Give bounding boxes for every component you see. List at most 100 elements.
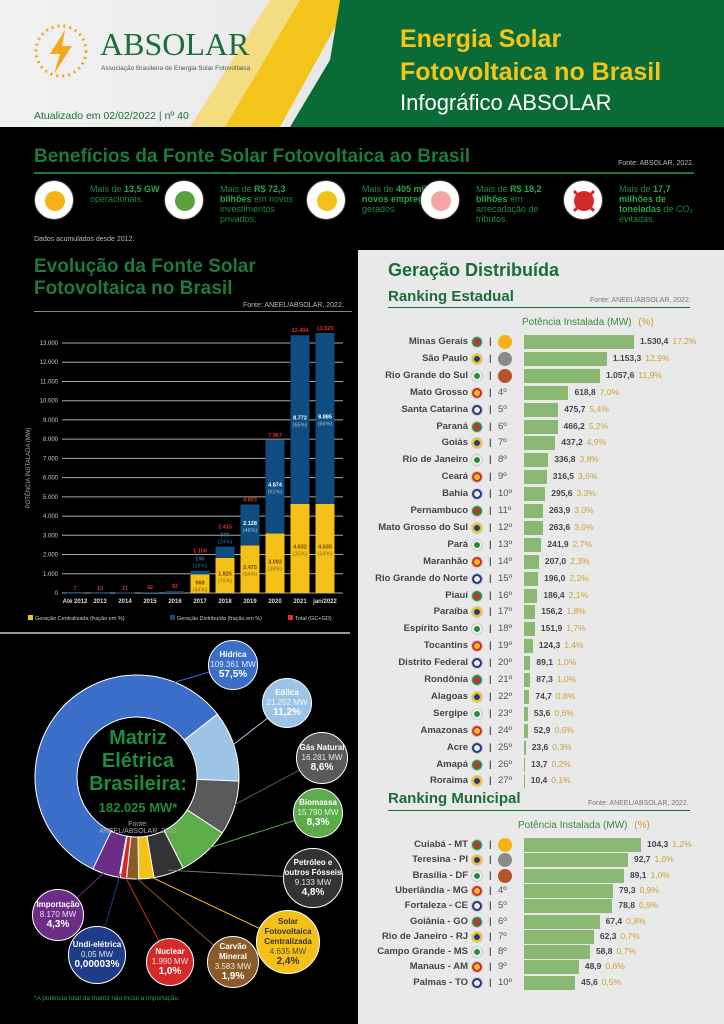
pct-label: 2,7%: [572, 538, 593, 549]
municipal-rank: 7º: [498, 930, 507, 942]
state-flag-icon: [471, 336, 483, 348]
bar-centralized: [190, 574, 210, 593]
state-rank: 10º: [498, 488, 513, 500]
benefit-text-post: em arrecadação de tributos.: [476, 194, 539, 224]
state-flag-icon: [471, 758, 483, 771]
benefit-text-highlight: 17,7 milhões de toneladas: [619, 184, 671, 214]
value-label: 1.153,3: [612, 352, 642, 363]
value-label: 618,8: [574, 386, 596, 397]
state-ranking-title: Ranking Estadual: [388, 288, 514, 305]
state-bar: [524, 639, 533, 654]
pct-label: 0,8%: [555, 690, 576, 701]
state-ranking-source: Fonte: ANEEL/ABSOLAR, 2022.: [590, 297, 691, 304]
separator: |: [489, 976, 492, 988]
centralized-value-label: 4.635: [318, 544, 332, 550]
state-bar: [524, 537, 542, 552]
legend-label: Total (GC+GD): [295, 616, 332, 622]
state-name: Rio Grande do Sul: [385, 369, 468, 381]
centralized-value-label: 968: [195, 580, 204, 586]
state-bar: [524, 368, 601, 383]
y-tick-label: 11.000: [40, 379, 59, 385]
state-bar: [524, 571, 539, 586]
x-tick-label: 2013: [93, 599, 107, 605]
state-value: 196,0 2,2%: [544, 573, 589, 583]
centralized-pct-label: (76%): [218, 578, 233, 584]
y-tick-label: 9.000: [43, 418, 59, 424]
state-rank: 27º: [498, 775, 513, 787]
benefit-text-post: de CO₂ evitadas.: [619, 204, 694, 224]
state-bar: [524, 554, 539, 569]
separator: |: [489, 915, 492, 927]
separator: |: [489, 505, 492, 516]
matrix-bubble: Undi-elétrica 0,05 MW 0,00003%: [68, 926, 126, 984]
state-flag-icon: [471, 352, 483, 365]
municipal-flag-icon: [471, 884, 483, 897]
total-label: 4.603: [243, 497, 257, 503]
state-rank: 18º: [498, 623, 513, 635]
centralized-value-label: 2.475: [243, 565, 257, 571]
value-label: 13,7: [530, 758, 548, 769]
state-value: 1.530,4 17,2%: [640, 336, 696, 346]
x-tick-label: 2020: [268, 599, 282, 605]
municipal-name: Manaus - AM: [409, 961, 468, 973]
pct-label: 12,9%: [645, 352, 670, 363]
pct-label: 1,4%: [564, 640, 584, 651]
benefit-text-highlight: R$ 72,3 bilhões: [220, 184, 286, 204]
main-subtitle: Infográfico ABSOLAR: [400, 90, 612, 115]
total-label: 7.967: [268, 433, 282, 439]
municipal-row: Fortaleza - CE | 5º 78,8 0,9%: [358, 898, 724, 914]
municipal-value: 58,8 0,7%: [596, 946, 636, 956]
pct-label: 0,2%: [551, 758, 571, 769]
distributed-value-label: 590: [220, 533, 229, 539]
total-label: 1.158: [193, 549, 207, 555]
municipal-flag-icon: [471, 976, 483, 989]
value-label: 67,4: [605, 915, 623, 926]
state-medal-icon: [498, 368, 512, 383]
state-value: 186,4 2,1%: [543, 590, 588, 600]
separator: |: [489, 572, 492, 584]
pct-label: 5,2%: [588, 420, 609, 431]
value-label: 151,9: [540, 623, 563, 634]
state-rank: 23º: [498, 707, 513, 719]
y-tick-label: 12.000: [40, 360, 59, 366]
bubble-name: Nuclear: [155, 947, 185, 956]
state-value: 336,8 3,8%: [554, 454, 599, 464]
x-tick-label: 2021: [293, 599, 307, 605]
state-rank: 15º: [498, 572, 513, 584]
municipal-col-header: Potência Instalada (MW) (%): [518, 820, 650, 831]
benefit-text: Mais de 17,7 milhões de toneladas de CO₂…: [619, 184, 697, 224]
pct-label: 0,5%: [601, 976, 622, 987]
x-tick-label: 2014: [118, 599, 132, 605]
matrix-source: Fonte: ANEEL/ABSOLAR, 2022: [99, 821, 177, 835]
municipal-name: Cuiabá - MT: [414, 839, 468, 850]
bubble-pct: 4,8%: [301, 887, 325, 898]
separator: |: [489, 488, 492, 500]
pct-label: 0,6%: [554, 707, 574, 718]
separator: |: [489, 707, 492, 719]
state-value: 263,6 3,0%: [549, 522, 594, 532]
state-flag-icon: [471, 674, 483, 686]
state-value: 241,9 2,7%: [547, 539, 592, 549]
state-flag-icon: [471, 521, 483, 534]
state-divider: [388, 307, 690, 308]
municipal-name: Teresina - PI: [412, 854, 468, 866]
bar-distributed: [140, 592, 160, 593]
state-bar: [524, 402, 559, 417]
benefit-text-pre: Mais de: [362, 184, 397, 194]
y-tick-label: 0: [55, 591, 59, 597]
donut-slice: [92, 830, 128, 878]
pct-label: 1,8%: [566, 606, 586, 617]
state-value: 156,2 1,8%: [541, 606, 586, 616]
municipal-row: Manaus - AM | 9º 48,9 0,6%: [358, 959, 724, 975]
municipal-row: Goiânia - GO | 6º 67,4 0,8%: [358, 914, 724, 930]
separator: |: [489, 336, 492, 347]
separator: |: [489, 454, 492, 466]
value-label: 263,9: [548, 505, 571, 515]
y-tick-label: 6.000: [43, 476, 59, 482]
state-value: 52,9 0,6%: [534, 725, 574, 735]
state-name: Rio de Janeiro: [402, 454, 468, 466]
bubble-pct: 0,00003%: [74, 959, 120, 970]
bubble-mw: 9.133 MW: [294, 878, 332, 887]
distributed-pct-label: (24%): [218, 540, 233, 546]
pct-label: 2,3%: [570, 555, 590, 566]
